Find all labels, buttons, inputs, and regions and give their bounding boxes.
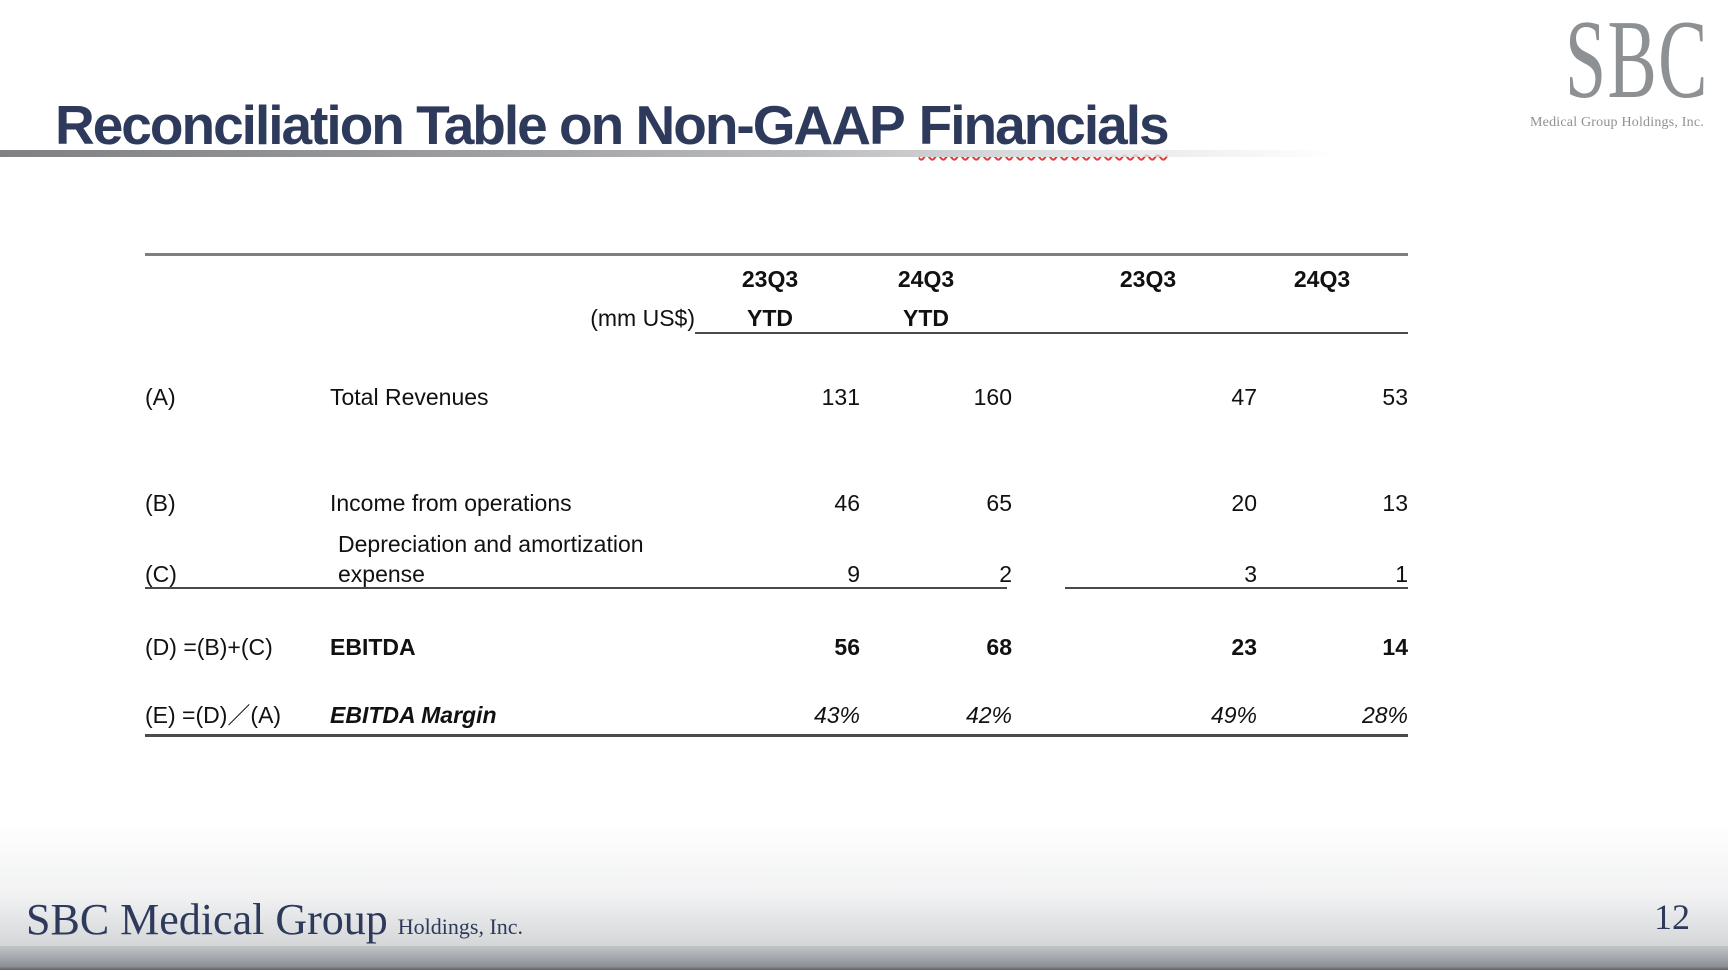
cell-value: 20: [1231, 490, 1257, 516]
footer-company-name: SBC Medical Group: [26, 895, 388, 944]
cell-value: 65: [986, 490, 1012, 516]
row-label: EBITDA: [330, 634, 416, 660]
subtotal-rule-right: [1065, 587, 1408, 589]
subheader-ytd-2: YTD: [903, 305, 949, 331]
footer-gradient: [0, 820, 1728, 946]
table-row-ebitda-margin: (E) =(D)／(A) EBITDA Margin 43% 42% 49% 2…: [145, 699, 1408, 731]
sbc-logo-subtitle: Medical Group Holdings, Inc.: [1530, 115, 1704, 130]
cell-value: 14: [1382, 634, 1408, 660]
cell-value: 13: [1382, 490, 1408, 516]
page-number: 12: [1654, 897, 1690, 937]
table-row-ebitda: (D) =(B)+(C) EBITDA 56 68 23 14: [145, 631, 1408, 663]
col-header-24q3: 24Q3: [1293, 266, 1351, 292]
page-title: Reconciliation Table on Non-GAAP Financia…: [55, 93, 1170, 157]
col-header-23q3: 23Q3: [1119, 266, 1177, 292]
cell-value: 131: [821, 384, 860, 410]
cell-value: 23: [1231, 634, 1257, 660]
table-row-depreciation-line2: (C) expense 9 2 3 1: [145, 559, 1408, 589]
cell-value: 46: [834, 490, 860, 516]
row-ref: (B): [145, 490, 176, 516]
row-ref: (E) =(D)／(A): [145, 702, 282, 728]
header-rule: [695, 332, 1408, 334]
cell-value: 1: [1395, 561, 1408, 587]
col-header-23q3-ytd: 23Q3: [741, 266, 799, 292]
row-ref: (A): [145, 384, 176, 410]
sbc-logo: SBC Medical Group Holdings, Inc.: [1528, 0, 1709, 131]
subtotal-rule-left: [145, 587, 1007, 589]
footer-company-suffix: Holdings, Inc.: [397, 914, 524, 939]
page-title-prefix: Reconciliation Table on Non-GAAP: [55, 93, 906, 156]
row-label: Income from operations: [330, 490, 572, 516]
row-label: EBITDA Margin: [330, 702, 497, 728]
cell-empty: [1257, 529, 1408, 559]
cell-value: 9: [847, 561, 860, 587]
cell-value: 3: [1244, 561, 1257, 587]
page-title-spellchecked-word: Financials: [918, 93, 1170, 156]
cell-value: 28%: [1361, 702, 1408, 728]
row-ref-empty: [145, 529, 330, 559]
cell-empty: [1012, 529, 1257, 559]
cell-empty: [860, 529, 1012, 559]
cell-value: 2: [999, 561, 1012, 587]
cell-value: 49%: [1210, 702, 1257, 728]
cell-value: 68: [986, 634, 1012, 660]
cell-value: 53: [1382, 384, 1408, 410]
title-divider: [0, 150, 1450, 157]
row-ref: (C): [145, 561, 177, 587]
row-label-line2: expense: [338, 561, 425, 587]
unit-label: (mm US$): [590, 305, 695, 331]
reconciliation-table: 23Q3 24Q3 23Q3 24Q3 (mm US$) YTD YTD (A)…: [145, 253, 1408, 737]
cell-empty: [695, 529, 860, 559]
cell-value: 42%: [965, 702, 1012, 728]
col-header-24q3-ytd: 24Q3: [897, 266, 955, 292]
table-row-depreciation-line1: Depreciation and amortization: [145, 529, 1408, 559]
sbc-logo-acronym: SBC: [1565, 0, 1709, 122]
cell-value: 160: [973, 384, 1012, 410]
table-row-total-revenues: (A) Total Revenues 131 160 47 53: [145, 381, 1408, 413]
row-ref: (D) =(B)+(C): [145, 634, 273, 660]
row-label-line1: Depreciation and amortization: [338, 531, 644, 557]
cell-value: 56: [834, 634, 860, 660]
row-label: Total Revenues: [330, 384, 489, 410]
footer-bottom-band: [0, 946, 1728, 970]
cell-value: 43%: [813, 702, 860, 728]
footer-wordmark: SBC Medical Group Holdings, Inc.: [26, 894, 523, 945]
table-row-income-from-operations: (B) Income from operations 46 65 20 13: [145, 487, 1408, 519]
subheader-ytd-1: YTD: [747, 305, 793, 331]
cell-value: 47: [1231, 384, 1257, 410]
